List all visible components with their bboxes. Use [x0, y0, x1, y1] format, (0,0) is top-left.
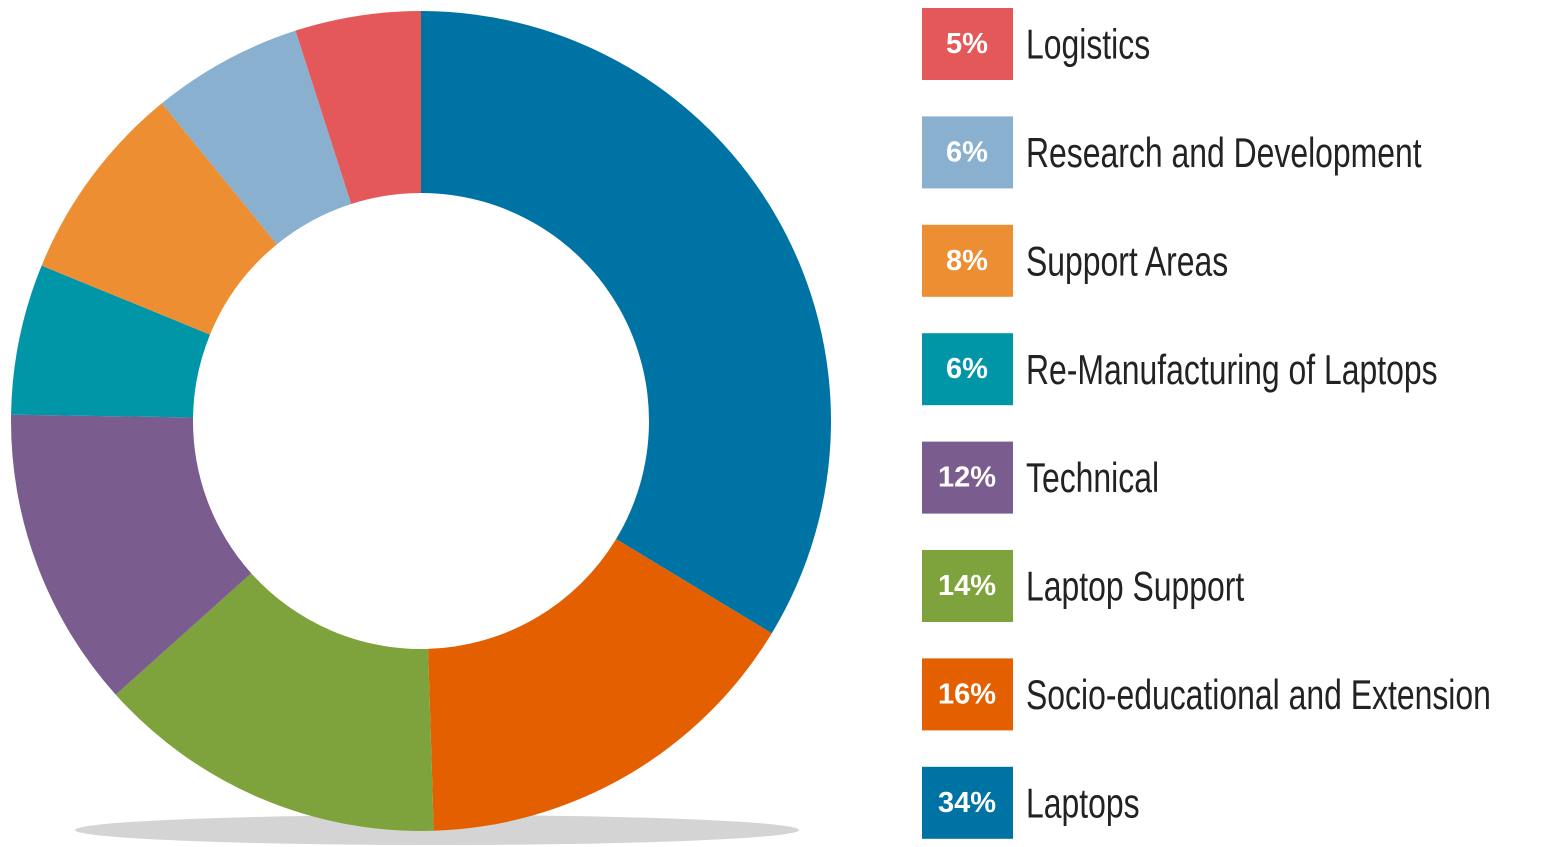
- slice: [295, 11, 421, 204]
- slice: [41, 103, 277, 335]
- legend-swatch: [922, 658, 1013, 731]
- slice: [115, 573, 434, 831]
- donut: [11, 11, 831, 831]
- value-label: 5%: [946, 28, 988, 60]
- legend-label: Support Areas: [1026, 237, 1228, 284]
- legend-entry: Technical: [1026, 454, 1159, 501]
- legend-label: Laptop Support: [1026, 562, 1245, 609]
- legend-label: Logistics: [1026, 20, 1150, 67]
- legend-label: Laptops: [1026, 779, 1140, 826]
- slice: [11, 414, 252, 695]
- value-label: 14%: [938, 570, 996, 602]
- slice: [421, 11, 831, 634]
- legend-swatch: [922, 8, 1013, 80]
- legend-entry: Support Areas: [1026, 237, 1228, 284]
- legend-label: Socio-educational and Extension: [1026, 671, 1491, 718]
- legend-entry: Logistics: [1026, 20, 1150, 67]
- legend-entry: Re-Manufacturing of Laptops: [1026, 346, 1438, 393]
- value-label: 6%: [946, 353, 988, 385]
- value-label: 16%: [938, 678, 996, 710]
- legend: 5% Logistics 6% Research and Development 8% S…: [922, 8, 1491, 839]
- legend-entry: Laptop Support: [1026, 562, 1245, 609]
- legend-label: Technical: [1026, 454, 1159, 501]
- legend-label: Re-Manufacturing of Laptops: [1026, 346, 1438, 393]
- value-label: 34%: [938, 787, 996, 819]
- legend-entry: Laptops: [1026, 779, 1140, 826]
- legend-swatch: [922, 441, 1013, 514]
- slice: [428, 539, 772, 831]
- slice: [11, 265, 211, 418]
- legend-swatch: [922, 116, 1013, 189]
- legend-swatch: [922, 224, 1013, 297]
- slice: [161, 30, 352, 245]
- legend-entry: Socio-educational and Extension: [1026, 671, 1491, 718]
- value-label: 6%: [946, 136, 988, 168]
- legend-swatch: [922, 333, 1013, 406]
- value-label: 8%: [946, 245, 988, 277]
- legend-label: Research and Development: [1026, 129, 1422, 176]
- legend-swatch: [922, 550, 1013, 622]
- legend-entry: Research and Development: [1026, 129, 1422, 176]
- legend-swatch: [922, 766, 1013, 839]
- value-label: 12%: [938, 462, 996, 494]
